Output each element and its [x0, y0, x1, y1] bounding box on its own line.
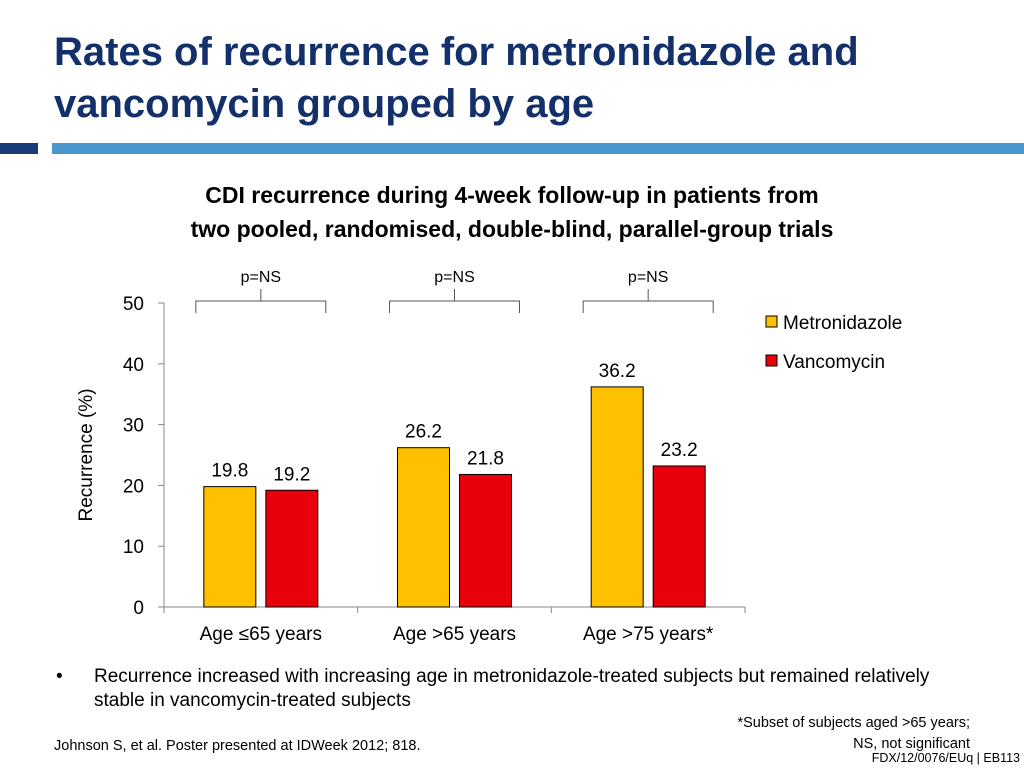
bar-metronidazole	[397, 447, 450, 608]
significance-label: p=NS	[434, 269, 474, 286]
bullet-text: Recurrence increased with increasing age…	[94, 666, 930, 711]
footnote-line-2: NS, not significant	[853, 736, 970, 752]
significance-label: p=NS	[241, 269, 281, 286]
data-label: 26.2	[405, 422, 442, 443]
significance-bracket	[195, 300, 327, 313]
x-tick-label: Age >75 years*	[583, 624, 714, 645]
citation: Johnson S, et al. Poster presented at ID…	[54, 738, 421, 754]
y-tick-label: 40	[123, 355, 144, 376]
legend-label: Vancomycin	[783, 352, 885, 373]
chart-title: CDI recurrence during 4-week follow-up i…	[0, 178, 1024, 246]
data-label: 23.2	[661, 440, 698, 461]
footnote: *Subset of subjects aged >65 years; NS, …	[737, 713, 970, 755]
significance-label: p=NS	[628, 269, 668, 286]
data-label: 36.2	[599, 361, 636, 382]
title-rule-dark	[0, 143, 38, 154]
bullet-marker: •	[56, 666, 63, 687]
data-label: 19.2	[273, 464, 310, 485]
legend-swatch	[765, 354, 778, 367]
bar-vancomycin	[652, 465, 706, 608]
bar-vancomycin	[265, 489, 319, 608]
footnote-line-1: *Subset of subjects aged >65 years;	[737, 715, 970, 731]
slide-code: FDX/12/0076/EUq | EB113	[871, 751, 1020, 765]
data-label: 19.8	[211, 461, 248, 482]
legend-swatch	[765, 315, 778, 328]
y-axis-label: Recurrence (%)	[76, 388, 97, 521]
chart-title-line-2: two pooled, randomised, double-blind, pa…	[190, 216, 834, 242]
bar-metronidazole	[590, 386, 644, 608]
title-rule-light	[52, 143, 1024, 154]
chart-title-line-1: CDI recurrence during 4-week follow-up i…	[205, 182, 819, 208]
bar-vancomycin	[459, 473, 512, 608]
y-tick-label: 10	[123, 537, 144, 558]
x-tick-label: Age >65 years	[393, 624, 516, 645]
y-tick-label: 30	[123, 416, 144, 437]
data-label: 21.8	[467, 448, 504, 469]
significance-bracket	[582, 300, 714, 313]
slide-title: Rates of recurrence for metronidazole an…	[54, 30, 859, 126]
legend-label: Metronidazole	[783, 313, 902, 334]
bar-metronidazole	[203, 486, 257, 608]
bullet-item: • Recurrence increased with increasing a…	[56, 665, 936, 713]
x-tick-label: Age ≤65 years	[200, 624, 322, 645]
y-tick-label: 50	[123, 294, 144, 315]
y-tick-label: 20	[123, 476, 144, 497]
significance-bracket	[389, 300, 520, 313]
y-tick-label: 0	[133, 598, 144, 619]
bullet-list: • Recurrence increased with increasing a…	[56, 665, 936, 713]
